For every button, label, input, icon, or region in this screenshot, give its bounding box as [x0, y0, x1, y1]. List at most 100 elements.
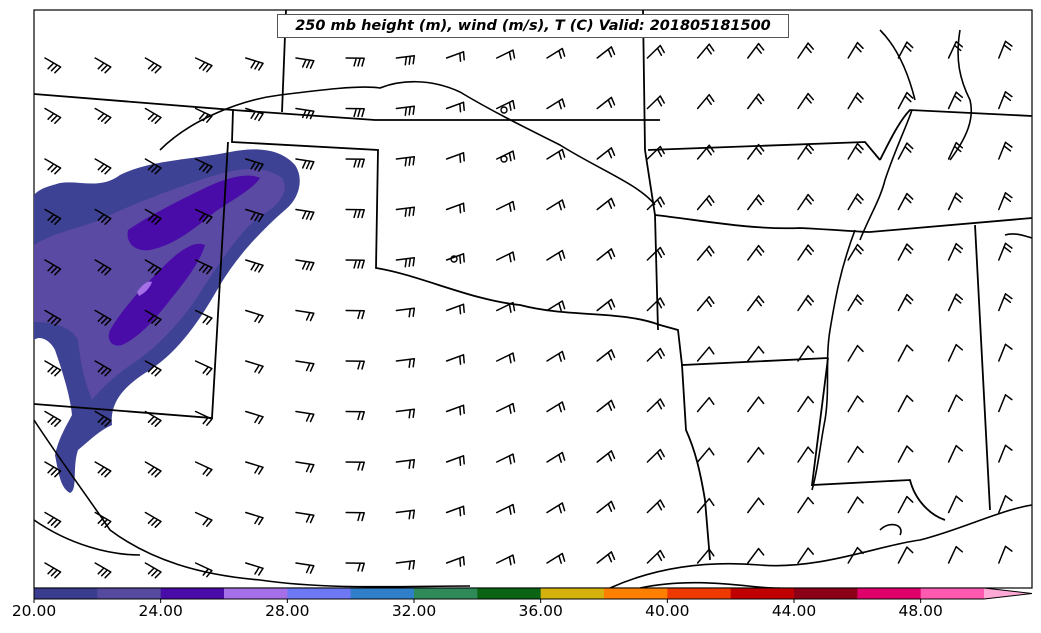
wind-barb-icon — [596, 349, 616, 362]
wind-barb-icon — [295, 562, 315, 574]
wind-barb-icon — [897, 293, 914, 312]
colorbar-swatch — [730, 588, 795, 599]
wind-barb-icon — [747, 244, 765, 261]
wind-barb-icon — [596, 197, 616, 211]
wind-barb-icon — [496, 554, 516, 566]
wind-barb-icon — [646, 196, 665, 211]
wind-barb-icon — [998, 495, 1013, 514]
wind-barb-icon — [44, 360, 62, 377]
wind-barb-icon — [445, 455, 465, 466]
wind-barb-icon — [797, 92, 815, 110]
wind-barb-icon — [445, 202, 465, 214]
wind-barb-icon — [897, 394, 914, 413]
wind-barb-icon — [897, 344, 914, 362]
colorbar-tick-label: 40.00 — [645, 602, 690, 620]
colorbar-swatch — [224, 588, 288, 599]
wind-barb-icon — [696, 144, 715, 160]
colorbar-swatch — [97, 588, 162, 599]
wind-barb-icon — [94, 562, 112, 579]
wind-barb-icon — [144, 208, 162, 225]
wind-barb-icon — [445, 354, 465, 365]
wind-barb-icon — [194, 259, 213, 275]
wind-barb-icon — [596, 248, 616, 261]
wind-barb-icon — [847, 395, 864, 413]
wind-barb-icon — [897, 445, 914, 463]
wind-barb-icon — [947, 394, 964, 413]
wind-barb-icon — [245, 208, 264, 223]
wind-barb-icon — [144, 410, 162, 427]
wind-barb-icon — [797, 446, 815, 463]
wind-barb-icon — [747, 143, 765, 160]
wind-barb-icon — [747, 295, 765, 312]
wind-barb-icon — [546, 148, 566, 160]
wind-barb-icon — [546, 502, 566, 514]
wind-barb-icon — [947, 293, 964, 312]
wind-barb-icon — [646, 297, 665, 312]
wind-barb-icon — [496, 99, 516, 111]
wind-barb-icon — [94, 208, 112, 225]
wind-barb-icon — [245, 511, 264, 526]
wind-barb-icon — [245, 57, 264, 71]
wind-barb-icon — [897, 192, 914, 211]
wind-barb-icon — [445, 51, 465, 62]
wind-barb-icon — [947, 192, 964, 211]
wind-barb-icon — [696, 548, 715, 564]
wind-barb-icon — [546, 98, 566, 110]
wind-barb-icon — [395, 105, 416, 116]
wind-barb-icon — [947, 40, 964, 59]
wind-barb-icon — [797, 294, 815, 312]
colorbar-tick-label: 28.00 — [265, 602, 310, 620]
wind-barb-icon — [546, 249, 566, 261]
wind-barb-icon — [194, 57, 213, 73]
map-title: 250 mb height (m), wind (m/s), T (C) Val… — [277, 14, 789, 38]
wind-barb-icon — [897, 41, 914, 59]
wind-barb-icon — [998, 545, 1013, 564]
wind-barb-icon — [395, 459, 416, 469]
wind-barb-icon — [596, 96, 616, 110]
wind-barb-icon — [696, 43, 715, 59]
wind-barb-icon — [646, 448, 665, 463]
wind-barb-icon — [94, 259, 112, 276]
colorbar-extend-arrow — [984, 588, 1032, 599]
wind-barb-icon — [144, 259, 162, 276]
wind-barb-icon — [445, 253, 465, 264]
wind-barb-icon — [998, 343, 1013, 362]
wind-barb-icon — [847, 243, 864, 261]
wind-barb-icon — [395, 307, 416, 318]
wind-barb-icon — [847, 92, 864, 110]
colorbar-swatch — [667, 588, 732, 599]
wind-barb-icon — [144, 562, 162, 579]
wind-barb-icon — [295, 360, 315, 372]
wind-barb-icon — [194, 461, 213, 477]
wind-barb-icon — [496, 503, 516, 515]
wind-barb-icon — [44, 410, 62, 427]
wind-barb-icon — [747, 345, 765, 362]
wind-barb-icon — [94, 410, 112, 427]
colorbar-tick-label: 24.00 — [138, 602, 183, 620]
wind-barb-icon — [395, 206, 416, 217]
wind-barb-field — [44, 40, 1013, 579]
wind-barb-icon — [94, 360, 112, 377]
wind-barb-icon — [496, 402, 516, 414]
wind-barb-icon — [696, 447, 715, 463]
wind-barb-icon — [245, 562, 264, 576]
wind-barb-icon — [44, 461, 62, 478]
wind-barb-icon — [295, 461, 315, 473]
wind-barb-icon — [797, 496, 815, 514]
wind-barb-icon — [345, 57, 365, 67]
wind-barb-icon — [998, 40, 1013, 59]
wind-barb-icon — [847, 294, 864, 312]
wind-barb-icon — [897, 243, 914, 261]
wind-barb-icon — [696, 295, 715, 312]
wind-barb-icon — [646, 44, 665, 59]
wind-barb-icon — [998, 242, 1013, 261]
wind-barb-icon — [295, 259, 315, 271]
wind-barb-icon — [144, 511, 162, 528]
wind-barb-icon — [546, 350, 566, 362]
wind-barb-icon — [897, 495, 914, 514]
wind-barb-icon — [797, 42, 815, 59]
wind-barb-icon — [395, 408, 416, 419]
wind-barb-icon — [546, 451, 566, 463]
colorbar-outline — [33, 587, 1033, 600]
